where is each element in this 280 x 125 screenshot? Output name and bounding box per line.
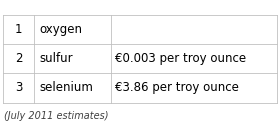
Text: selenium: selenium bbox=[39, 81, 93, 94]
Text: sulfur: sulfur bbox=[39, 52, 73, 65]
Text: €0.003 per troy ounce: €0.003 per troy ounce bbox=[115, 52, 246, 65]
Text: 2: 2 bbox=[15, 52, 22, 65]
Text: 3: 3 bbox=[15, 81, 22, 94]
Text: 1: 1 bbox=[15, 23, 22, 36]
Text: (July 2011 estimates): (July 2011 estimates) bbox=[4, 111, 109, 121]
Text: oxygen: oxygen bbox=[39, 23, 82, 36]
Text: €3.86 per troy ounce: €3.86 per troy ounce bbox=[115, 81, 239, 94]
